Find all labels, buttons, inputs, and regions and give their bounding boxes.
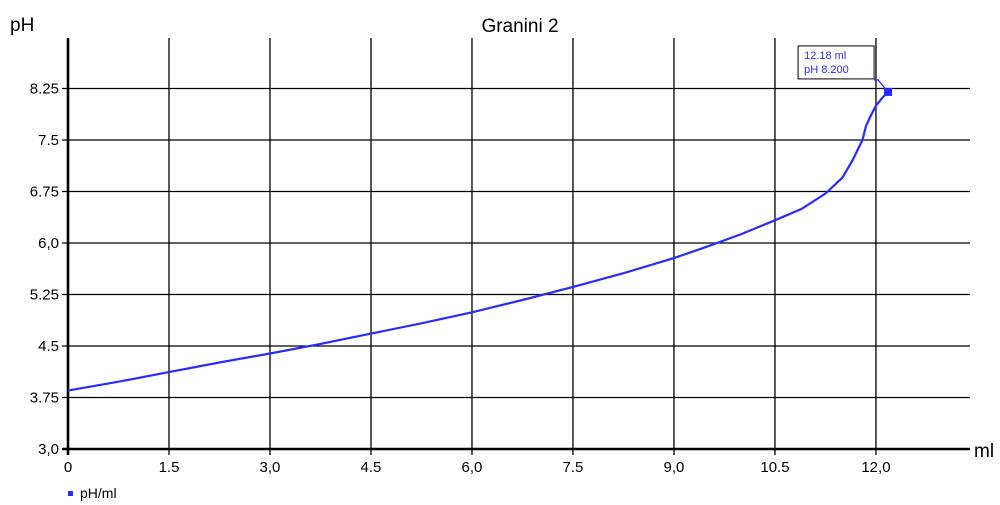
- x-tick-label: 10.5: [760, 459, 789, 476]
- annotation-layer: 12.18 ml pH 8.200: [797, 45, 893, 96]
- annotation-volume: 12.18 ml: [804, 50, 846, 62]
- x-tick-label: 0: [64, 459, 72, 476]
- chart-title: Granini 2: [481, 16, 558, 37]
- y-tick-labels: 3,0 3.75 4.5 5.25 6,0 6.75 7.5 8.25: [30, 80, 59, 458]
- annotation-ph: pH 8.200: [804, 64, 849, 76]
- x-tick-label: 6,0: [462, 459, 483, 476]
- x-tick-label: 9,0: [664, 459, 685, 476]
- y-axis-label: pH: [10, 15, 34, 36]
- grid: [62, 38, 970, 455]
- y-tick-label: 8.25: [30, 80, 59, 97]
- x-tick-labels: 0 1.5 3,0 4.5 6,0 7.5 9,0 10.5 12,0: [64, 459, 891, 476]
- x-tick-label: 3,0: [260, 459, 281, 476]
- y-tick-label: 4.5: [38, 338, 59, 355]
- x-axis-label: ml: [974, 441, 994, 462]
- legend-label: pH/ml: [80, 485, 117, 501]
- y-tick-label: 6,0: [38, 235, 59, 252]
- y-tick-label: 5.25: [30, 286, 59, 303]
- series-layer: [67, 91, 889, 392]
- annotation-box: [797, 45, 875, 80]
- series-line-ph-ml: [67, 91, 889, 392]
- y-tick-label: 6.75: [30, 183, 59, 200]
- x-tick-label: 12,0: [861, 459, 890, 476]
- x-tick-label: 1.5: [159, 459, 180, 476]
- legend-marker: [68, 491, 73, 496]
- y-tick-label: 7.5: [38, 132, 59, 149]
- legend: pH/ml: [68, 485, 117, 501]
- x-tick-label: 7.5: [563, 459, 584, 476]
- annotation-leader: [874, 79, 889, 93]
- y-tick-label: 3,0: [38, 441, 59, 458]
- x-tick-label: 4.5: [361, 459, 382, 476]
- y-tick-label: 3.75: [30, 389, 59, 406]
